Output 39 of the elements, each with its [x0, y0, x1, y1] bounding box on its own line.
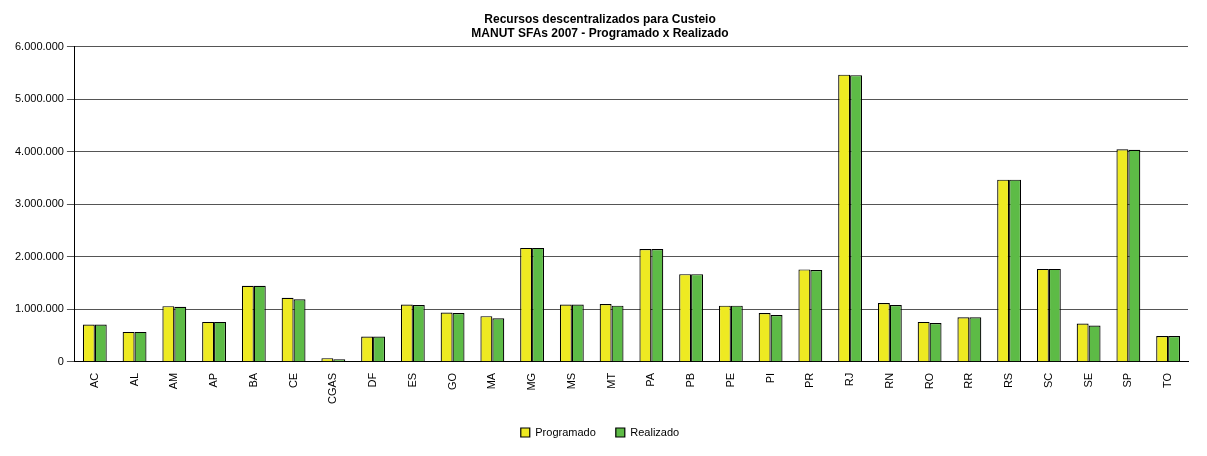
x-tick-label: MT: [604, 372, 617, 389]
y-tick-label: 0: [57, 354, 64, 367]
x-tick-label: AL: [127, 372, 140, 387]
x-tick-label: AM: [167, 372, 180, 390]
x-tick-label: CGAS: [326, 372, 339, 405]
legend-label: Programado: [535, 425, 596, 438]
x-tick-label: DF: [366, 372, 379, 388]
text: MANUT SFAs 2007 - Programado x Realizado: [471, 25, 729, 40]
x-tick-label: MG: [525, 372, 538, 391]
x-tick-label: PR: [803, 372, 816, 389]
x-tick-label: SP: [1121, 372, 1134, 388]
text: Recursos descentralizados para Custeio: [484, 11, 716, 26]
x-tick-label: PE: [723, 372, 736, 388]
x-tick-label: ES: [405, 372, 418, 388]
x-tick-label: AC: [87, 372, 100, 389]
y-tick-label: 2.000.000: [15, 249, 64, 262]
x-tick-label: SE: [1081, 372, 1094, 388]
legend-label: Realizado: [630, 425, 680, 438]
y-tick-label: 3.000.000: [15, 197, 64, 210]
x-tick-label: RR: [962, 372, 975, 389]
x-tick-label: PI: [763, 372, 776, 384]
y-tick-label: 1.000.000: [15, 302, 64, 315]
x-tick-label: CE: [286, 372, 299, 389]
x-tick-label: MA: [485, 372, 498, 390]
x-tick-label: TO: [1161, 372, 1174, 388]
x-tick-label: PB: [684, 372, 697, 388]
y-tick-label: 6.000.000: [15, 39, 64, 52]
x-tick-label: AP: [207, 372, 220, 388]
x-tick-label: RO: [922, 372, 935, 390]
x-tick-label: RJ: [843, 372, 856, 387]
x-tick-label: RN: [882, 372, 895, 389]
y-tick-label: 5.000.000: [15, 92, 64, 105]
y-tick-label: 4.000.000: [15, 144, 64, 157]
x-tick-label: RS: [1002, 372, 1015, 389]
x-tick-label: PA: [644, 372, 657, 387]
x-tick-label: MS: [564, 372, 577, 390]
x-tick-label: GO: [445, 372, 458, 390]
x-tick-label: BA: [246, 372, 259, 388]
x-tick-label: SC: [1041, 372, 1054, 389]
